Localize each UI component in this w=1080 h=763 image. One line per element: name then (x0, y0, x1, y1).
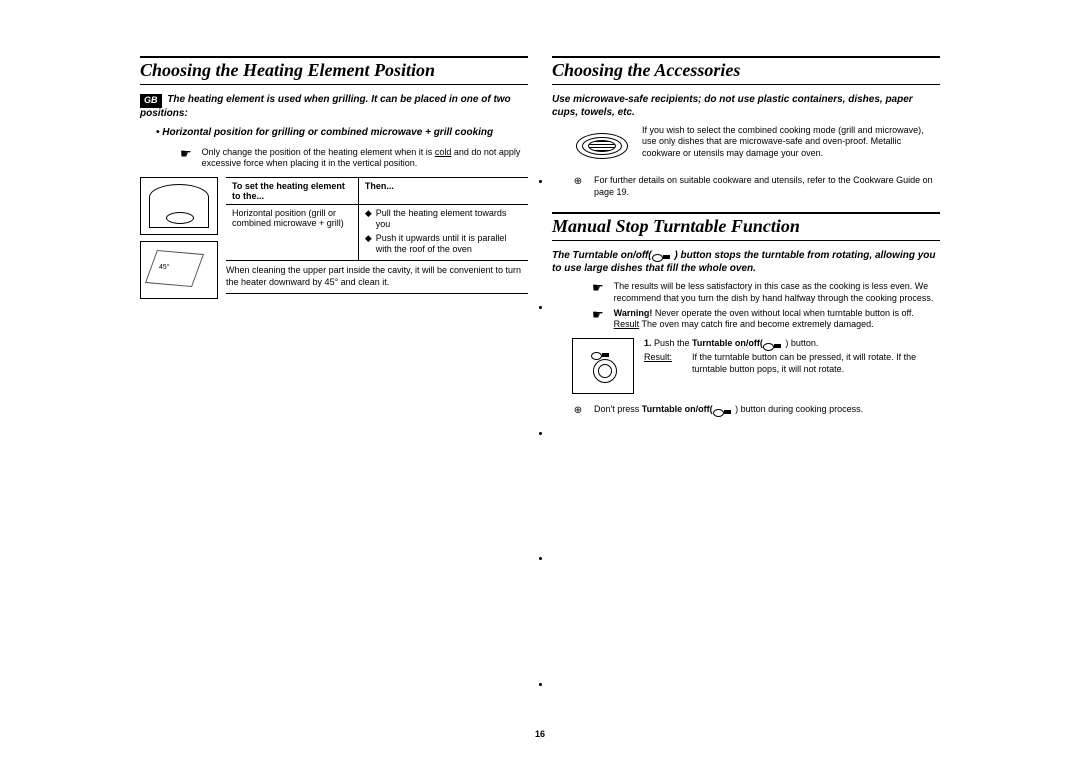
step-1: 1. Push the Turntable on/off( ) button. … (644, 338, 940, 394)
heater-45-figure: 45° (140, 241, 218, 299)
dish-text: If you wish to select the combined cooki… (642, 125, 940, 167)
turntable-lead: The Turntable on/off( ) button stops the… (552, 249, 940, 275)
turntable-note-1: ☛ The results will be less satisfactory … (592, 281, 940, 304)
dish-figure (572, 125, 632, 167)
oven-figure (140, 177, 218, 235)
turntable-warning: ☛ Warning! Never operate the oven withou… (592, 308, 940, 331)
gb-badge: GB (140, 94, 162, 108)
turntable-title: Manual Stop Turntable Function (552, 216, 940, 241)
accessories-info: ⊕ For further details on suitable cookwa… (572, 175, 940, 198)
pointer-icon: ☛ (592, 308, 604, 331)
turntable-icon (652, 251, 672, 260)
heating-element-table: To set the heating element to the... The… (226, 177, 528, 261)
table-cell-1: Horizontal position (grill or combined m… (226, 205, 359, 260)
turntable-icon (713, 406, 733, 415)
table-cell-2: ◆Pull the heating element towards you ◆P… (359, 205, 528, 260)
accessories-title: Choosing the Accessories (552, 60, 940, 85)
page-number: 16 (535, 729, 545, 739)
pointer-icon: ☛ (180, 147, 192, 170)
table-header-2: Then... (359, 178, 528, 204)
left-bullet: • Horizontal position for grilling or co… (156, 126, 528, 139)
turntable-info: ⊕ Don't press Turntable on/off( ) button… (572, 404, 940, 417)
info-icon: ⊕ (572, 404, 584, 417)
table-header-1: To set the heating element to the... (226, 178, 359, 204)
binding-dots (540, 180, 541, 683)
left-note: ☛ Only change the position of the heatin… (180, 147, 528, 170)
accessories-lead: Use microwave-safe recipients; do not us… (552, 93, 940, 119)
knob-figure (572, 338, 634, 394)
pointer-icon: ☛ (592, 281, 604, 304)
info-icon: ⊕ (572, 175, 584, 198)
left-lead: GB The heating element is used when gril… (140, 93, 528, 120)
left-section-title: Choosing the Heating Element Position (140, 60, 528, 85)
turntable-icon (763, 340, 783, 349)
left-caption: When cleaning the upper part inside the … (226, 261, 528, 293)
